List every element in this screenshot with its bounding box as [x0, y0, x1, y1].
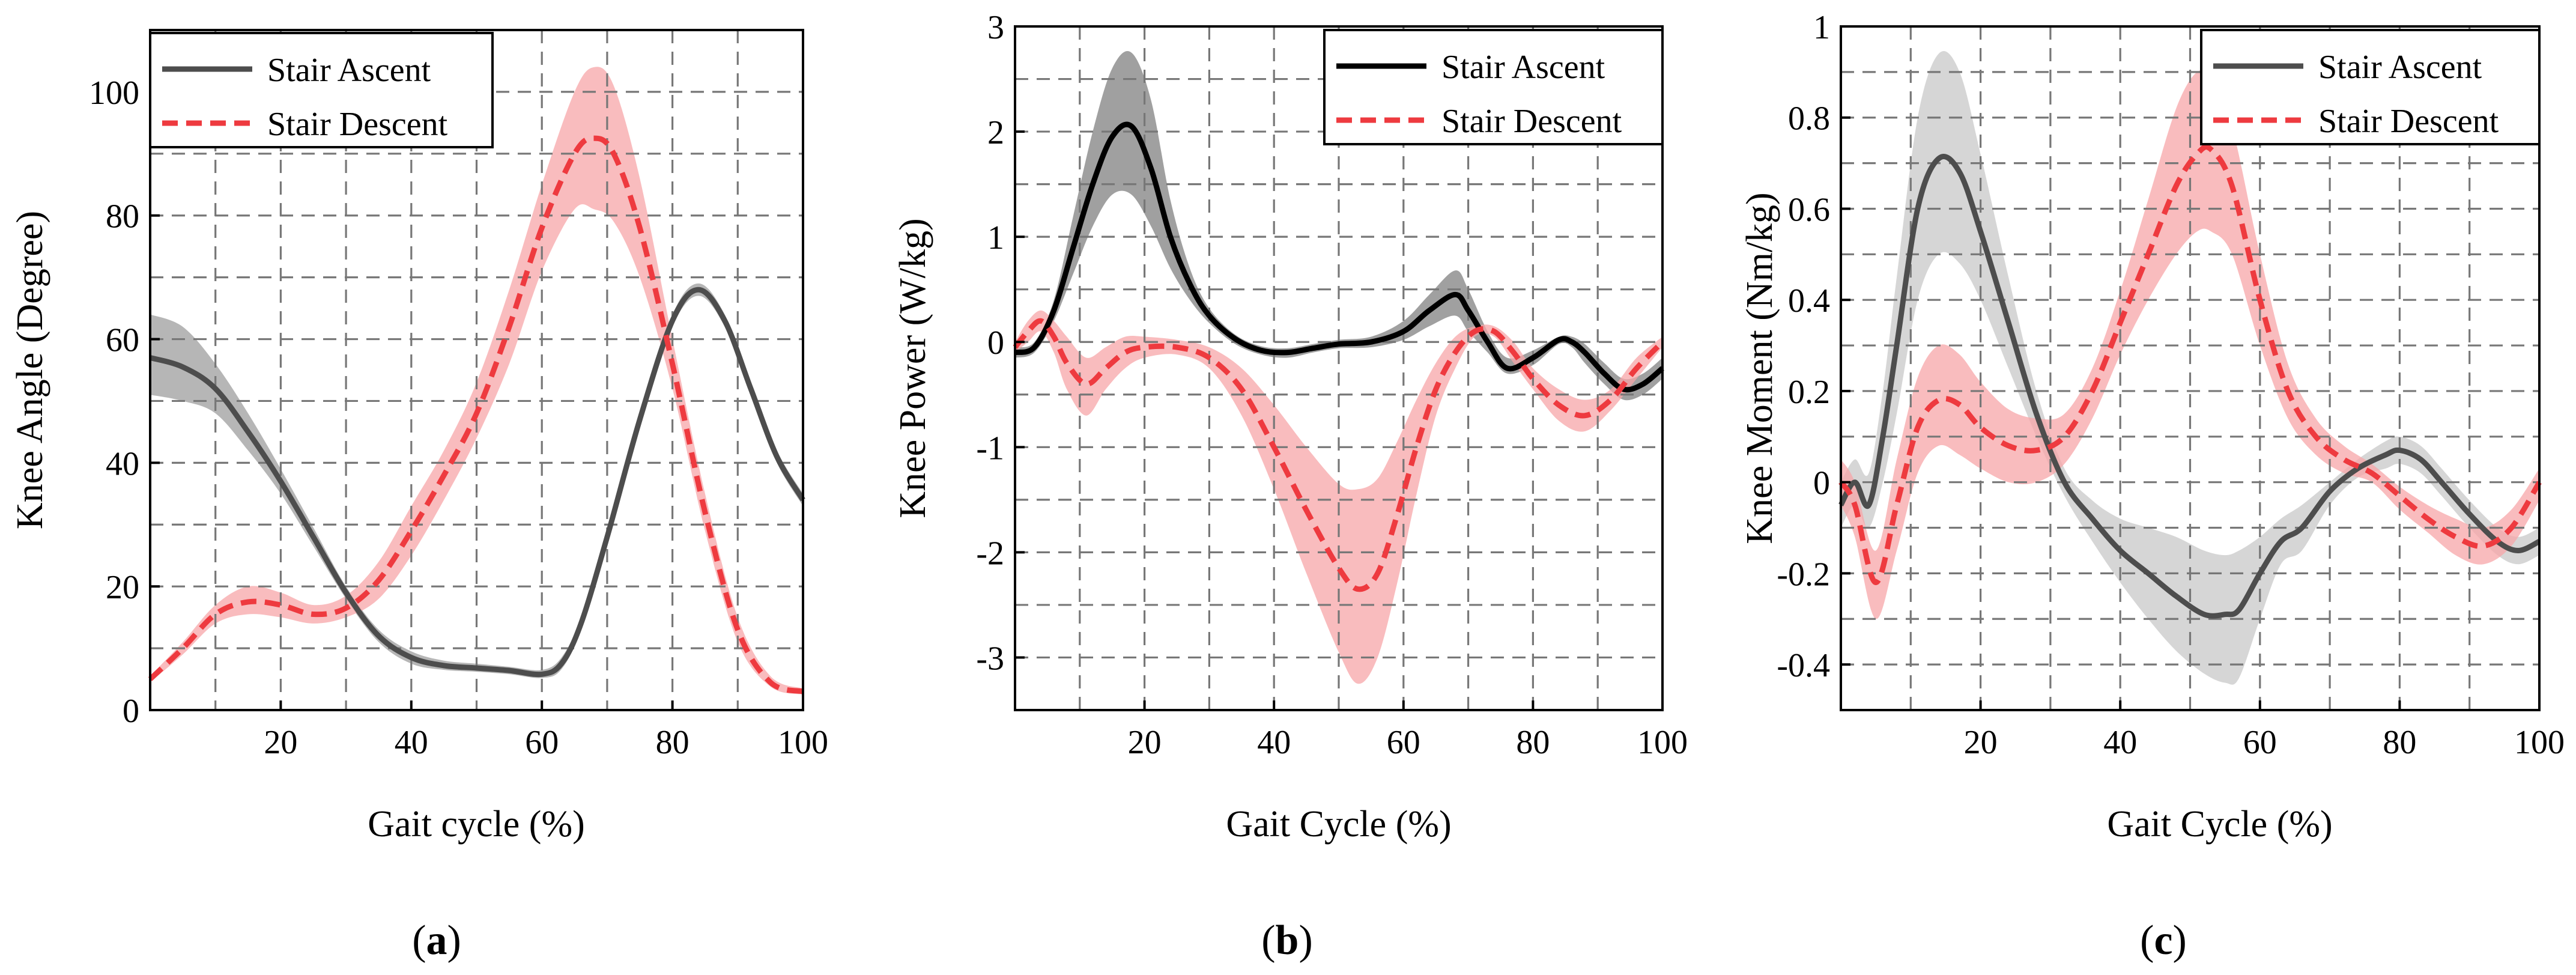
legend-label: Stair Ascent	[1441, 49, 1605, 86]
y-tick-label: 80	[106, 198, 139, 235]
legend-label: Stair Descent	[2318, 103, 2499, 140]
line-stair-ascent	[149, 287, 805, 678]
y-tick-label: 1	[1813, 9, 1830, 46]
x-tick-label: 80	[2383, 724, 2416, 761]
line-layer	[1838, 144, 2542, 619]
plot-frame	[1014, 25, 1664, 711]
x-tick-label: 60	[1387, 724, 1420, 761]
y-axis-title: Knee Moment (Nm/kg)	[1739, 192, 1780, 544]
x-tick-label: 20	[264, 724, 297, 761]
legend-label: Stair Descent	[267, 106, 448, 143]
y-tick-label: -3	[976, 640, 1004, 677]
tick-layer: 20 40 60 80 100 -0.4 -0.2 0 0.2 0.4 0.6 0.8 1	[1777, 9, 2565, 761]
y-tick-label: 60	[106, 322, 139, 359]
y-tick-label: 40	[106, 445, 139, 482]
y-tick-label: 1	[987, 219, 1004, 257]
y-axis-title: Knee Angle (Degree)	[10, 211, 50, 529]
y-tick-label: 3	[987, 9, 1004, 46]
line-layer	[148, 135, 805, 694]
x-tick-label: 20	[1128, 724, 1162, 761]
x-tick-label: 80	[1516, 724, 1550, 761]
grid-layer	[150, 30, 803, 710]
line-stair-descent	[1838, 144, 2542, 586]
line-layer	[1013, 121, 1665, 592]
panel-a: 20 40 60 80 100 0 20 40 60 80 100 Gait cycle (%) K…	[10, 29, 828, 964]
panel-label: (b)	[1261, 917, 1313, 964]
legend-box	[149, 32, 494, 148]
legend: Stair Ascent Stair Descent	[149, 32, 494, 148]
x-tick-label: 20	[1964, 724, 1998, 761]
y-tick-label: -2	[976, 535, 1004, 572]
plot-frame	[1840, 25, 2541, 711]
x-tick-label: 100	[778, 724, 828, 761]
legend: Stair Ascent Stair Descent	[2200, 29, 2541, 145]
legend-box	[1323, 29, 1664, 145]
y-tick-label: -0.4	[1777, 647, 1830, 684]
x-tick-label: 40	[395, 724, 428, 761]
x-axis-title: Gait cycle (%)	[368, 804, 584, 845]
panel-label: (a)	[412, 917, 461, 964]
plot-frame	[149, 29, 804, 711]
line-stair-ascent	[1014, 121, 1664, 393]
x-tick-label: 40	[1257, 724, 1291, 761]
legend-label: Stair Ascent	[267, 52, 431, 89]
x-tick-label: 100	[2514, 724, 2565, 761]
x-tick-label: 100	[1637, 724, 1688, 761]
panel-letter: a	[426, 917, 447, 964]
y-tick-label: 20	[106, 569, 139, 606]
tick-layer: 20 40 60 80 100 0 20 40 60 80 100	[89, 74, 828, 761]
panel-c: 20 40 60 80 100 -0.4 -0.2 0 0.2 0.4 0.6 0.8 1 Gait C…	[1739, 9, 2565, 964]
x-tick-label: 60	[525, 724, 559, 761]
y-tick-label: 0.6	[1788, 191, 1830, 228]
legend-box	[2200, 29, 2541, 145]
panel-letter: b	[1276, 917, 1299, 964]
x-tick-label: 40	[2103, 724, 2137, 761]
tick-layer: 20 40 60 80 100 -3 -2 -1 0 1 2 3	[976, 9, 1688, 761]
legend: Stair Ascent Stair Descent	[1323, 29, 1664, 145]
line-stair-ascent	[1838, 154, 2541, 619]
y-tick-label: 0.4	[1788, 282, 1830, 320]
panel-letter: c	[2154, 917, 2172, 964]
y-tick-label: 0	[987, 324, 1004, 362]
y-tick-label: 0.8	[1788, 100, 1830, 138]
y-tick-label: 0	[123, 693, 139, 730]
y-tick-label: -1	[976, 430, 1004, 467]
y-axis-title: Knee Power (W/kg)	[893, 218, 933, 518]
panel-label: (c)	[2140, 917, 2187, 964]
y-tick-label: 100	[89, 74, 139, 112]
x-tick-label: 80	[656, 724, 689, 761]
panel-b: 20 40 60 80 100 -3 -2 -1 0 1 2 3 Gait Cycle (%) Kne…	[893, 9, 1688, 964]
y-tick-label: 0.2	[1788, 374, 1830, 411]
band-stair-descent	[1015, 310, 1662, 684]
x-axis-title: Gait Cycle (%)	[1226, 804, 1451, 845]
y-tick-label: 2	[987, 114, 1004, 151]
y-tick-label: 0	[1813, 465, 1830, 502]
legend-label: Stair Ascent	[2318, 49, 2482, 86]
legend-label: Stair Descent	[1441, 103, 1622, 140]
line-stair-descent	[148, 135, 804, 694]
y-tick-label: -0.2	[1777, 556, 1830, 593]
x-axis-title: Gait Cycle (%)	[2107, 804, 2332, 845]
x-tick-label: 60	[2243, 724, 2277, 761]
